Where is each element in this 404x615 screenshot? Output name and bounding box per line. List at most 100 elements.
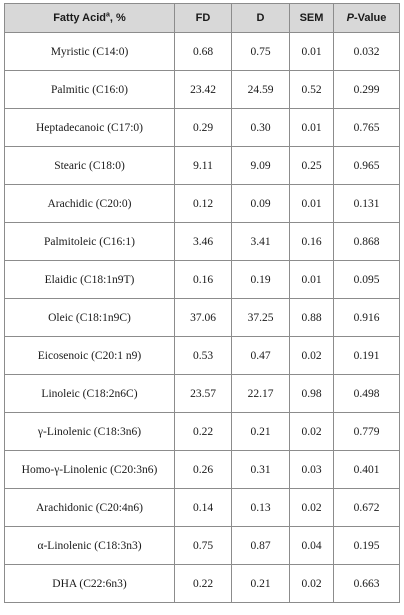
table-row: Arachidic (C20:0) 0.12 0.09 0.01 0.131 — [4, 184, 400, 223]
fatty-acid-name-cell: Linoleic (C18:2n6C) — [4, 374, 175, 413]
sem-value-cell: 0.02 — [289, 564, 334, 603]
table-row: Oleic (C18:1n9C) 37.06 37.25 0.88 0.916 — [4, 298, 400, 337]
header-p-value: P-Value — [333, 3, 400, 33]
fd-value-cell: 0.75 — [174, 526, 232, 565]
d-value-cell: 0.21 — [231, 564, 290, 603]
fd-value-cell: 3.46 — [174, 222, 232, 261]
fatty-acid-name-cell: Oleic (C18:1n9C) — [4, 298, 175, 337]
d-value-cell: 0.75 — [231, 32, 290, 71]
table-row: Linoleic (C18:2n6C) 23.57 22.17 0.98 0.498 — [4, 374, 400, 413]
sem-value-cell: 0.04 — [289, 526, 334, 565]
sem-value-cell: 0.01 — [289, 32, 334, 71]
p-value-cell: 0.672 — [333, 488, 400, 527]
header-p-rest: -Value — [353, 12, 387, 24]
fd-value-cell: 37.06 — [174, 298, 232, 337]
fd-value-cell: 23.57 — [174, 374, 232, 413]
table-row: Eicosenoic (C20:1 n9) 0.53 0.47 0.02 0.191 — [4, 336, 400, 375]
fatty-acid-name-cell: Elaidic (C18:1n9T) — [4, 260, 175, 299]
sem-value-cell: 0.03 — [289, 450, 334, 489]
sem-value-cell: 0.02 — [289, 412, 334, 451]
d-value-cell: 0.21 — [231, 412, 290, 451]
fatty-acid-name-cell: γ-Linolenic (C18:3n6) — [4, 412, 175, 451]
d-value-cell: 0.13 — [231, 488, 290, 527]
fd-value-cell: 0.22 — [174, 412, 232, 451]
fatty-acid-name-cell: DHA (C22:6n3) — [4, 564, 175, 603]
sem-value-cell: 0.98 — [289, 374, 334, 413]
p-value-cell: 0.965 — [333, 146, 400, 185]
p-value-cell: 0.032 — [333, 32, 400, 71]
fatty-acid-name-cell: Palmitoleic (C16:1) — [4, 222, 175, 261]
fatty-acid-table: Fatty Acida, % FD D SEM P-Value Myristic… — [4, 3, 400, 603]
fd-value-cell: 23.42 — [174, 70, 232, 109]
d-value-cell: 37.25 — [231, 298, 290, 337]
p-value-cell: 0.095 — [333, 260, 400, 299]
d-value-cell: 0.47 — [231, 336, 290, 375]
table-row: Stearic (C18:0) 9.11 9.09 0.25 0.965 — [4, 146, 400, 185]
sem-value-cell: 0.01 — [289, 108, 334, 147]
d-value-cell: 0.31 — [231, 450, 290, 489]
p-value-cell: 0.195 — [333, 526, 400, 565]
table-row: DHA (C22:6n3) 0.22 0.21 0.02 0.663 — [4, 564, 400, 603]
table-row: γ-Linolenic (C18:3n6) 0.22 0.21 0.02 0.779 — [4, 412, 400, 451]
p-value-cell: 0.916 — [333, 298, 400, 337]
fd-value-cell: 0.53 — [174, 336, 232, 375]
table-row: Elaidic (C18:1n9T) 0.16 0.19 0.01 0.095 — [4, 260, 400, 299]
fd-value-cell: 9.11 — [174, 146, 232, 185]
d-value-cell: 3.41 — [231, 222, 290, 261]
fd-value-cell: 0.14 — [174, 488, 232, 527]
header-sem: SEM — [289, 3, 334, 33]
d-value-cell: 0.30 — [231, 108, 290, 147]
table-header-row: Fatty Acida, % FD D SEM P-Value — [4, 3, 400, 33]
p-value-cell: 0.779 — [333, 412, 400, 451]
sem-value-cell: 0.25 — [289, 146, 334, 185]
header-fatty-acid: Fatty Acida, % — [4, 3, 175, 33]
p-value-cell: 0.765 — [333, 108, 400, 147]
fd-value-cell: 0.22 — [174, 564, 232, 603]
fd-value-cell: 0.16 — [174, 260, 232, 299]
p-value-cell: 0.191 — [333, 336, 400, 375]
fd-value-cell: 0.26 — [174, 450, 232, 489]
header-fd: FD — [174, 3, 232, 33]
p-value-cell: 0.868 — [333, 222, 400, 261]
d-value-cell: 24.59 — [231, 70, 290, 109]
d-value-cell: 0.09 — [231, 184, 290, 223]
table-row: Myristic (C14:0) 0.68 0.75 0.01 0.032 — [4, 32, 400, 71]
d-value-cell: 9.09 — [231, 146, 290, 185]
p-value-cell: 0.401 — [333, 450, 400, 489]
table-row: Arachidonic (C20:4n6) 0.14 0.13 0.02 0.672 — [4, 488, 400, 527]
fatty-acid-name-cell: α-Linolenic (C18:3n3) — [4, 526, 175, 565]
fd-value-cell: 0.68 — [174, 32, 232, 71]
table-body: Myristic (C14:0) 0.68 0.75 0.01 0.032 Palmiti… — [4, 32, 400, 603]
fatty-acid-name-cell: Myristic (C14:0) — [4, 32, 175, 71]
p-value-cell: 0.498 — [333, 374, 400, 413]
d-value-cell: 0.87 — [231, 526, 290, 565]
table-row: α-Linolenic (C18:3n3) 0.75 0.87 0.04 0.195 — [4, 526, 400, 565]
table-row: Homo-γ-Linolenic (C20:3n6) 0.26 0.31 0.03 0.… — [4, 450, 400, 489]
table-row: Heptadecanoic (C17:0) 0.29 0.30 0.01 0.765 — [4, 108, 400, 147]
sem-value-cell: 0.02 — [289, 336, 334, 375]
sem-value-cell: 0.52 — [289, 70, 334, 109]
sem-value-cell: 0.01 — [289, 260, 334, 299]
header-fatty-acid-label: Fatty Acid — [53, 12, 106, 24]
fatty-acid-name-cell: Stearic (C18:0) — [4, 146, 175, 185]
d-value-cell: 22.17 — [231, 374, 290, 413]
sem-value-cell: 0.02 — [289, 488, 334, 527]
p-value-cell: 0.663 — [333, 564, 400, 603]
p-value-cell: 0.131 — [333, 184, 400, 223]
fatty-acid-name-cell: Eicosenoic (C20:1 n9) — [4, 336, 175, 375]
sem-value-cell: 0.16 — [289, 222, 334, 261]
header-footnote-marker: a — [105, 11, 110, 19]
fatty-acid-name-cell: Arachidic (C20:0) — [4, 184, 175, 223]
table-row: Palmitoleic (C16:1) 3.46 3.41 0.16 0.868 — [4, 222, 400, 261]
p-value-cell: 0.299 — [333, 70, 400, 109]
fatty-acid-name-cell: Heptadecanoic (C17:0) — [4, 108, 175, 147]
sem-value-cell: 0.01 — [289, 184, 334, 223]
d-value-cell: 0.19 — [231, 260, 290, 299]
fatty-acid-name-cell: Homo-γ-Linolenic (C20:3n6) — [4, 450, 175, 489]
header-d: D — [231, 3, 290, 33]
header-unit: , % — [109, 12, 126, 24]
table-row: Palmitic (C16:0) 23.42 24.59 0.52 0.299 — [4, 70, 400, 109]
fatty-acid-name-cell: Arachidonic (C20:4n6) — [4, 488, 175, 527]
header-p-letter: P — [346, 12, 354, 24]
fatty-acid-name-cell: Palmitic (C16:0) — [4, 70, 175, 109]
